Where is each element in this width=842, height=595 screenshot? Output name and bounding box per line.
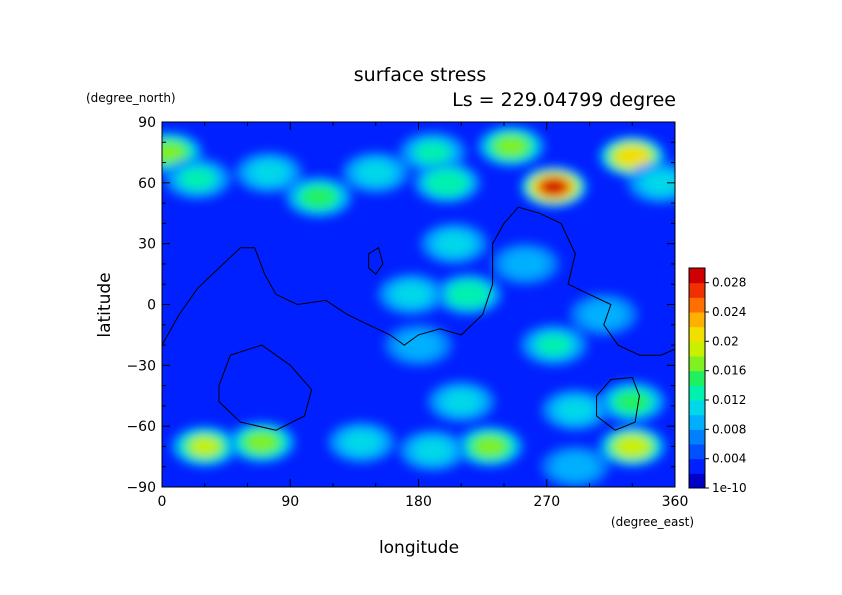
colorbar-tick-label: 0.02 — [712, 334, 739, 348]
colorbar-segment — [689, 385, 705, 401]
x-unit-label: (degree_east) — [611, 515, 694, 529]
heat-blob — [430, 172, 464, 193]
heat-blob — [393, 283, 430, 306]
heat-blob — [443, 390, 480, 414]
colorbar-segment — [689, 341, 705, 357]
colorbar-segment — [689, 444, 705, 460]
heat-blob — [503, 250, 548, 278]
heat-blob — [302, 187, 335, 208]
colorbar: 1e-10 0.004 0.008 0.012 0.016 0.02 0.024 0.028 — [688, 267, 747, 495]
heat-blob — [557, 398, 594, 422]
colorbar-segment — [689, 282, 705, 298]
colorbar-tick-label: 1e-10 — [712, 481, 747, 495]
x-tick-label: 180 — [405, 494, 432, 510]
heat-blob — [414, 141, 451, 164]
x-tick-label: 90 — [281, 494, 299, 510]
y-tick-label: 90 — [138, 115, 156, 131]
coastline-contours — [162, 206, 675, 431]
x-axis-label: longitude — [379, 538, 459, 558]
colorbar-tick-label: 0.028 — [712, 276, 746, 290]
heat-blob — [474, 437, 505, 456]
heat-blob — [414, 439, 451, 462]
contour-line — [162, 206, 675, 356]
heat-blob — [435, 232, 473, 255]
colorbar-segment — [689, 297, 705, 313]
colorbar-segment — [689, 429, 705, 445]
heat-blob — [343, 431, 380, 454]
x-tick-label: 0 — [158, 494, 167, 510]
heat-blob — [642, 171, 675, 195]
y-tick-label: −60 — [126, 419, 156, 435]
contour-line — [368, 246, 384, 275]
y-tick-label: −90 — [126, 480, 156, 496]
y-tick-label: 60 — [138, 176, 156, 192]
y-axis-label: latitude — [95, 272, 115, 337]
heat-blob — [617, 437, 647, 456]
colorbar-segment — [689, 414, 705, 430]
colorbar-segment — [689, 473, 705, 489]
heat-blob — [357, 161, 394, 184]
heat-blob — [179, 167, 216, 190]
y-unit-label: (degree_north) — [86, 91, 176, 105]
x-axis-ticks: 0 90 180 270 360 — [158, 122, 689, 510]
heat-blob — [618, 148, 646, 165]
heat-blob — [162, 143, 185, 162]
heat-blob — [452, 284, 485, 305]
y-tick-label: 30 — [138, 237, 156, 253]
heat-blob — [553, 453, 598, 481]
x-tick-label: 360 — [662, 494, 689, 510]
colorbar-segment — [689, 458, 705, 474]
heat-blob — [581, 301, 626, 329]
heat-blob — [250, 161, 288, 184]
heat-blob — [246, 433, 277, 452]
y-tick-label: 0 — [147, 298, 156, 314]
colorbar-segment — [689, 370, 705, 386]
colorbar-segment — [689, 268, 705, 284]
heat-blob — [189, 437, 220, 456]
heat-blob — [535, 333, 573, 357]
heatmap-field — [162, 122, 675, 487]
contour-line — [218, 344, 313, 431]
chart-subtitle: Ls = 229.04799 degree — [452, 89, 676, 111]
heat-blob — [396, 331, 441, 359]
heat-blob — [496, 137, 527, 156]
colorbar-tick-label: 0.008 — [712, 422, 746, 436]
colorbar-tick-label: 0.004 — [712, 452, 746, 466]
colorbar-segment — [689, 400, 705, 416]
colorbar-segment — [689, 326, 705, 342]
colorbar-segment — [689, 312, 705, 328]
colorbar-segment — [689, 356, 705, 372]
colorbar-tick-label: 0.016 — [712, 364, 746, 378]
x-tick-label: 270 — [533, 494, 560, 510]
y-tick-label: −30 — [126, 358, 156, 374]
colorbar-tick-label: 0.024 — [712, 305, 746, 319]
heat-blob — [616, 391, 649, 412]
chart-title: surface stress — [354, 64, 487, 86]
y-axis-ticks: 90 60 30 0 −30 −60 −90 — [126, 115, 675, 496]
heat-blob — [540, 178, 567, 195]
contour-line — [596, 376, 640, 431]
colorbar-tick-label: 0.012 — [712, 393, 746, 407]
colorbar-frame — [688, 267, 706, 489]
